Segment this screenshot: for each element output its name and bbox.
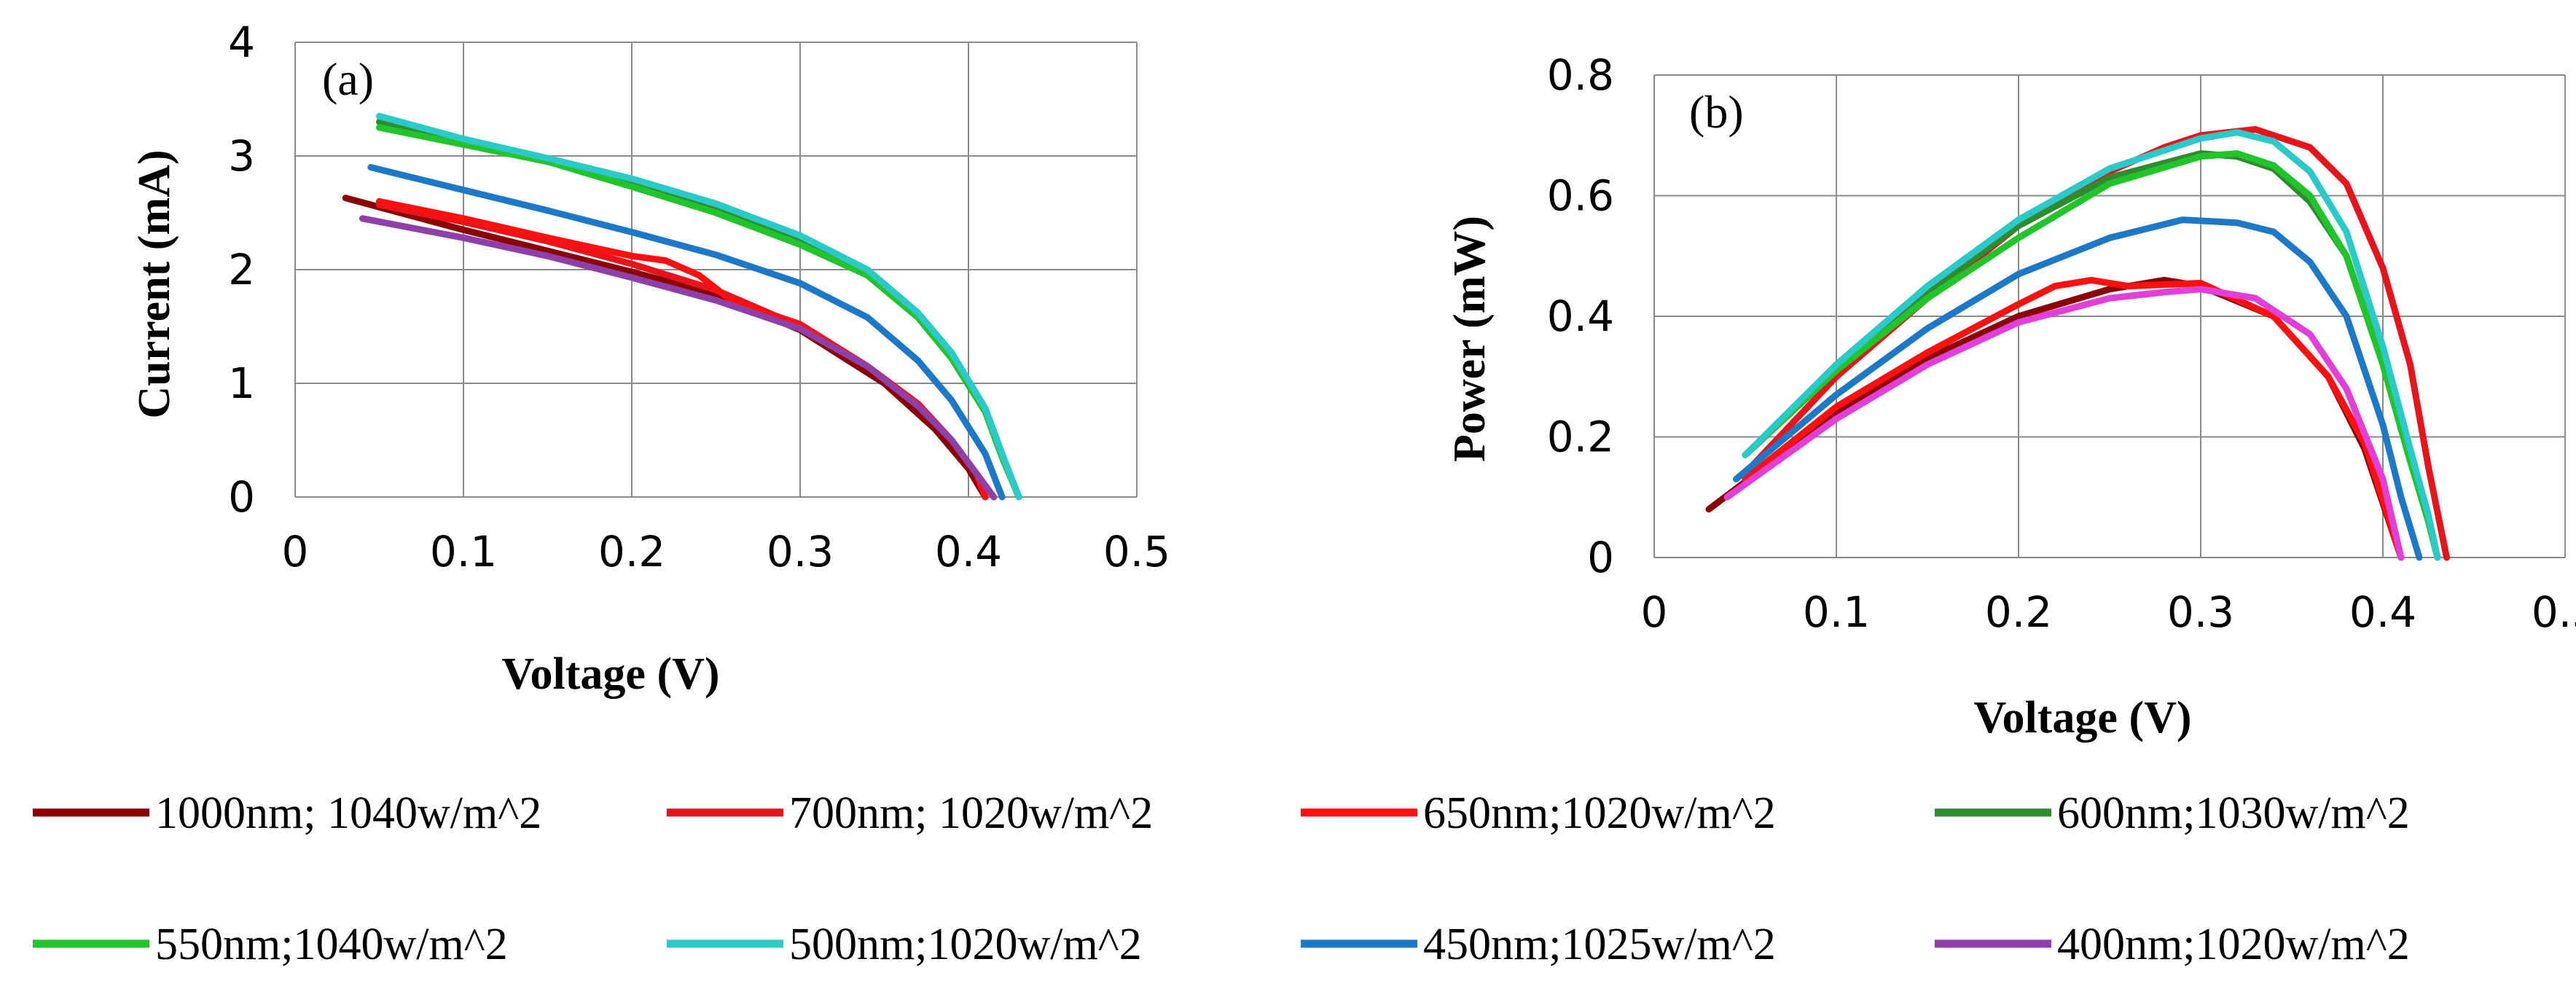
chart-b-panel-label: (b) (1689, 86, 1744, 138)
chart-a-x-tick-label: 0.2 (598, 527, 665, 576)
chart-b-series (1705, 126, 2450, 561)
chart-a-y-tick-label: 4 (228, 17, 255, 67)
chart-b-x-tick-label: 0 (1641, 587, 1668, 637)
chart-a-series-line-4 (376, 124, 1022, 501)
chart-a-x-tick-label: 0.4 (935, 527, 1002, 576)
chart-b: 0 0.1 0.2 0.3 0.4 0.5 0 0.2 0.4 0.6 0.8 (b) Volta… (1445, 50, 2576, 743)
chart-a-x-tick-label: 0.3 (767, 527, 834, 576)
chart-b-grid (1653, 74, 2566, 558)
chart-b-x-axis-label: Voltage (V) (1973, 693, 2191, 743)
chart-b-x-ticks: 0 0.1 0.2 0.3 0.4 0.5 (1641, 587, 2576, 637)
chart-b-y-tick-label: 0.4 (1547, 292, 1614, 341)
chart-a-y-axis-label: Current (mA) (130, 149, 179, 418)
chart-a-y-tick-label: 1 (228, 359, 255, 408)
chart-a-series-line-6 (367, 164, 1006, 501)
chart-b-x-tick-label: 0.3 (2167, 587, 2234, 637)
chart-a-grid (294, 42, 1138, 498)
chart-b-y-ticks: 0 0.2 0.4 0.6 0.8 (1547, 50, 1614, 582)
legend-label-0: 1000nm; 1040w/m^2 (155, 789, 541, 838)
chart-b-series-line-4 (1742, 150, 2441, 561)
chart-a-y-tick-label: 3 (228, 131, 255, 181)
legend-label-7: 400nm;1020w/m^2 (2057, 920, 2410, 969)
chart-a-series-line-7 (359, 215, 998, 501)
chart-a-y-ticks: 0 1 2 3 4 (228, 17, 255, 522)
chart-b-series-line-5 (1742, 129, 2441, 561)
legend-label-6: 450nm;1025w/m^2 (1423, 920, 1776, 969)
chart-b-x-tick-label: 0.4 (2349, 587, 2416, 637)
chart-a-series-line-3 (376, 118, 1022, 501)
legend-label-5: 500nm;1020w/m^2 (789, 920, 1142, 969)
chart-b-x-tick-label: 0.2 (1985, 587, 2052, 637)
chart-a-panel-label: (a) (322, 53, 374, 105)
chart-b-y-tick-label: 0.2 (1547, 412, 1614, 462)
chart-b-y-tick-label: 0.8 (1547, 50, 1614, 100)
chart-b-y-axis-label: Power (mW) (1445, 216, 1495, 462)
legend: 1000nm; 1040w/m^2 700nm; 1020w/m^2 650nm;1… (33, 789, 2410, 969)
chart-b-x-tick-label: 0.5 (2532, 587, 2576, 637)
chart-b-series-line-7 (1723, 286, 2405, 561)
legend-label-3: 600nm;1030w/m^2 (2057, 789, 2410, 838)
chart-b-y-tick-label: 0.6 (1547, 171, 1614, 221)
chart-a-series-line-5 (376, 112, 1022, 501)
chart-a-x-tick-label: 0.5 (1103, 527, 1170, 576)
chart-a-x-tick-label: 0 (282, 527, 309, 576)
legend-label-4: 550nm;1040w/m^2 (155, 920, 508, 969)
legend-label-1: 700nm; 1020w/m^2 (789, 789, 1153, 838)
chart-b-y-tick-label: 0 (1587, 533, 1614, 582)
chart-a: 0 0.1 0.2 0.3 0.4 0.5 0 1 2 3 4 (a) Voltage (V) C… (130, 17, 1170, 699)
chart-b-x-tick-label: 0.1 (1803, 587, 1870, 637)
chart-a-series (342, 112, 1022, 501)
chart-a-y-tick-label: 0 (228, 472, 255, 522)
chart-a-x-axis-label: Voltage (V) (501, 649, 719, 699)
chart-b-series-line-2 (1742, 276, 2405, 561)
chart-b-series-line-6 (1733, 216, 2423, 561)
chart-a-y-tick-label: 2 (228, 245, 255, 294)
chart-a-x-tick-label: 0.1 (430, 527, 497, 576)
chart-a-x-ticks: 0 0.1 0.2 0.3 0.4 0.5 (282, 527, 1171, 576)
legend-label-2: 650nm;1020w/m^2 (1423, 789, 1776, 838)
